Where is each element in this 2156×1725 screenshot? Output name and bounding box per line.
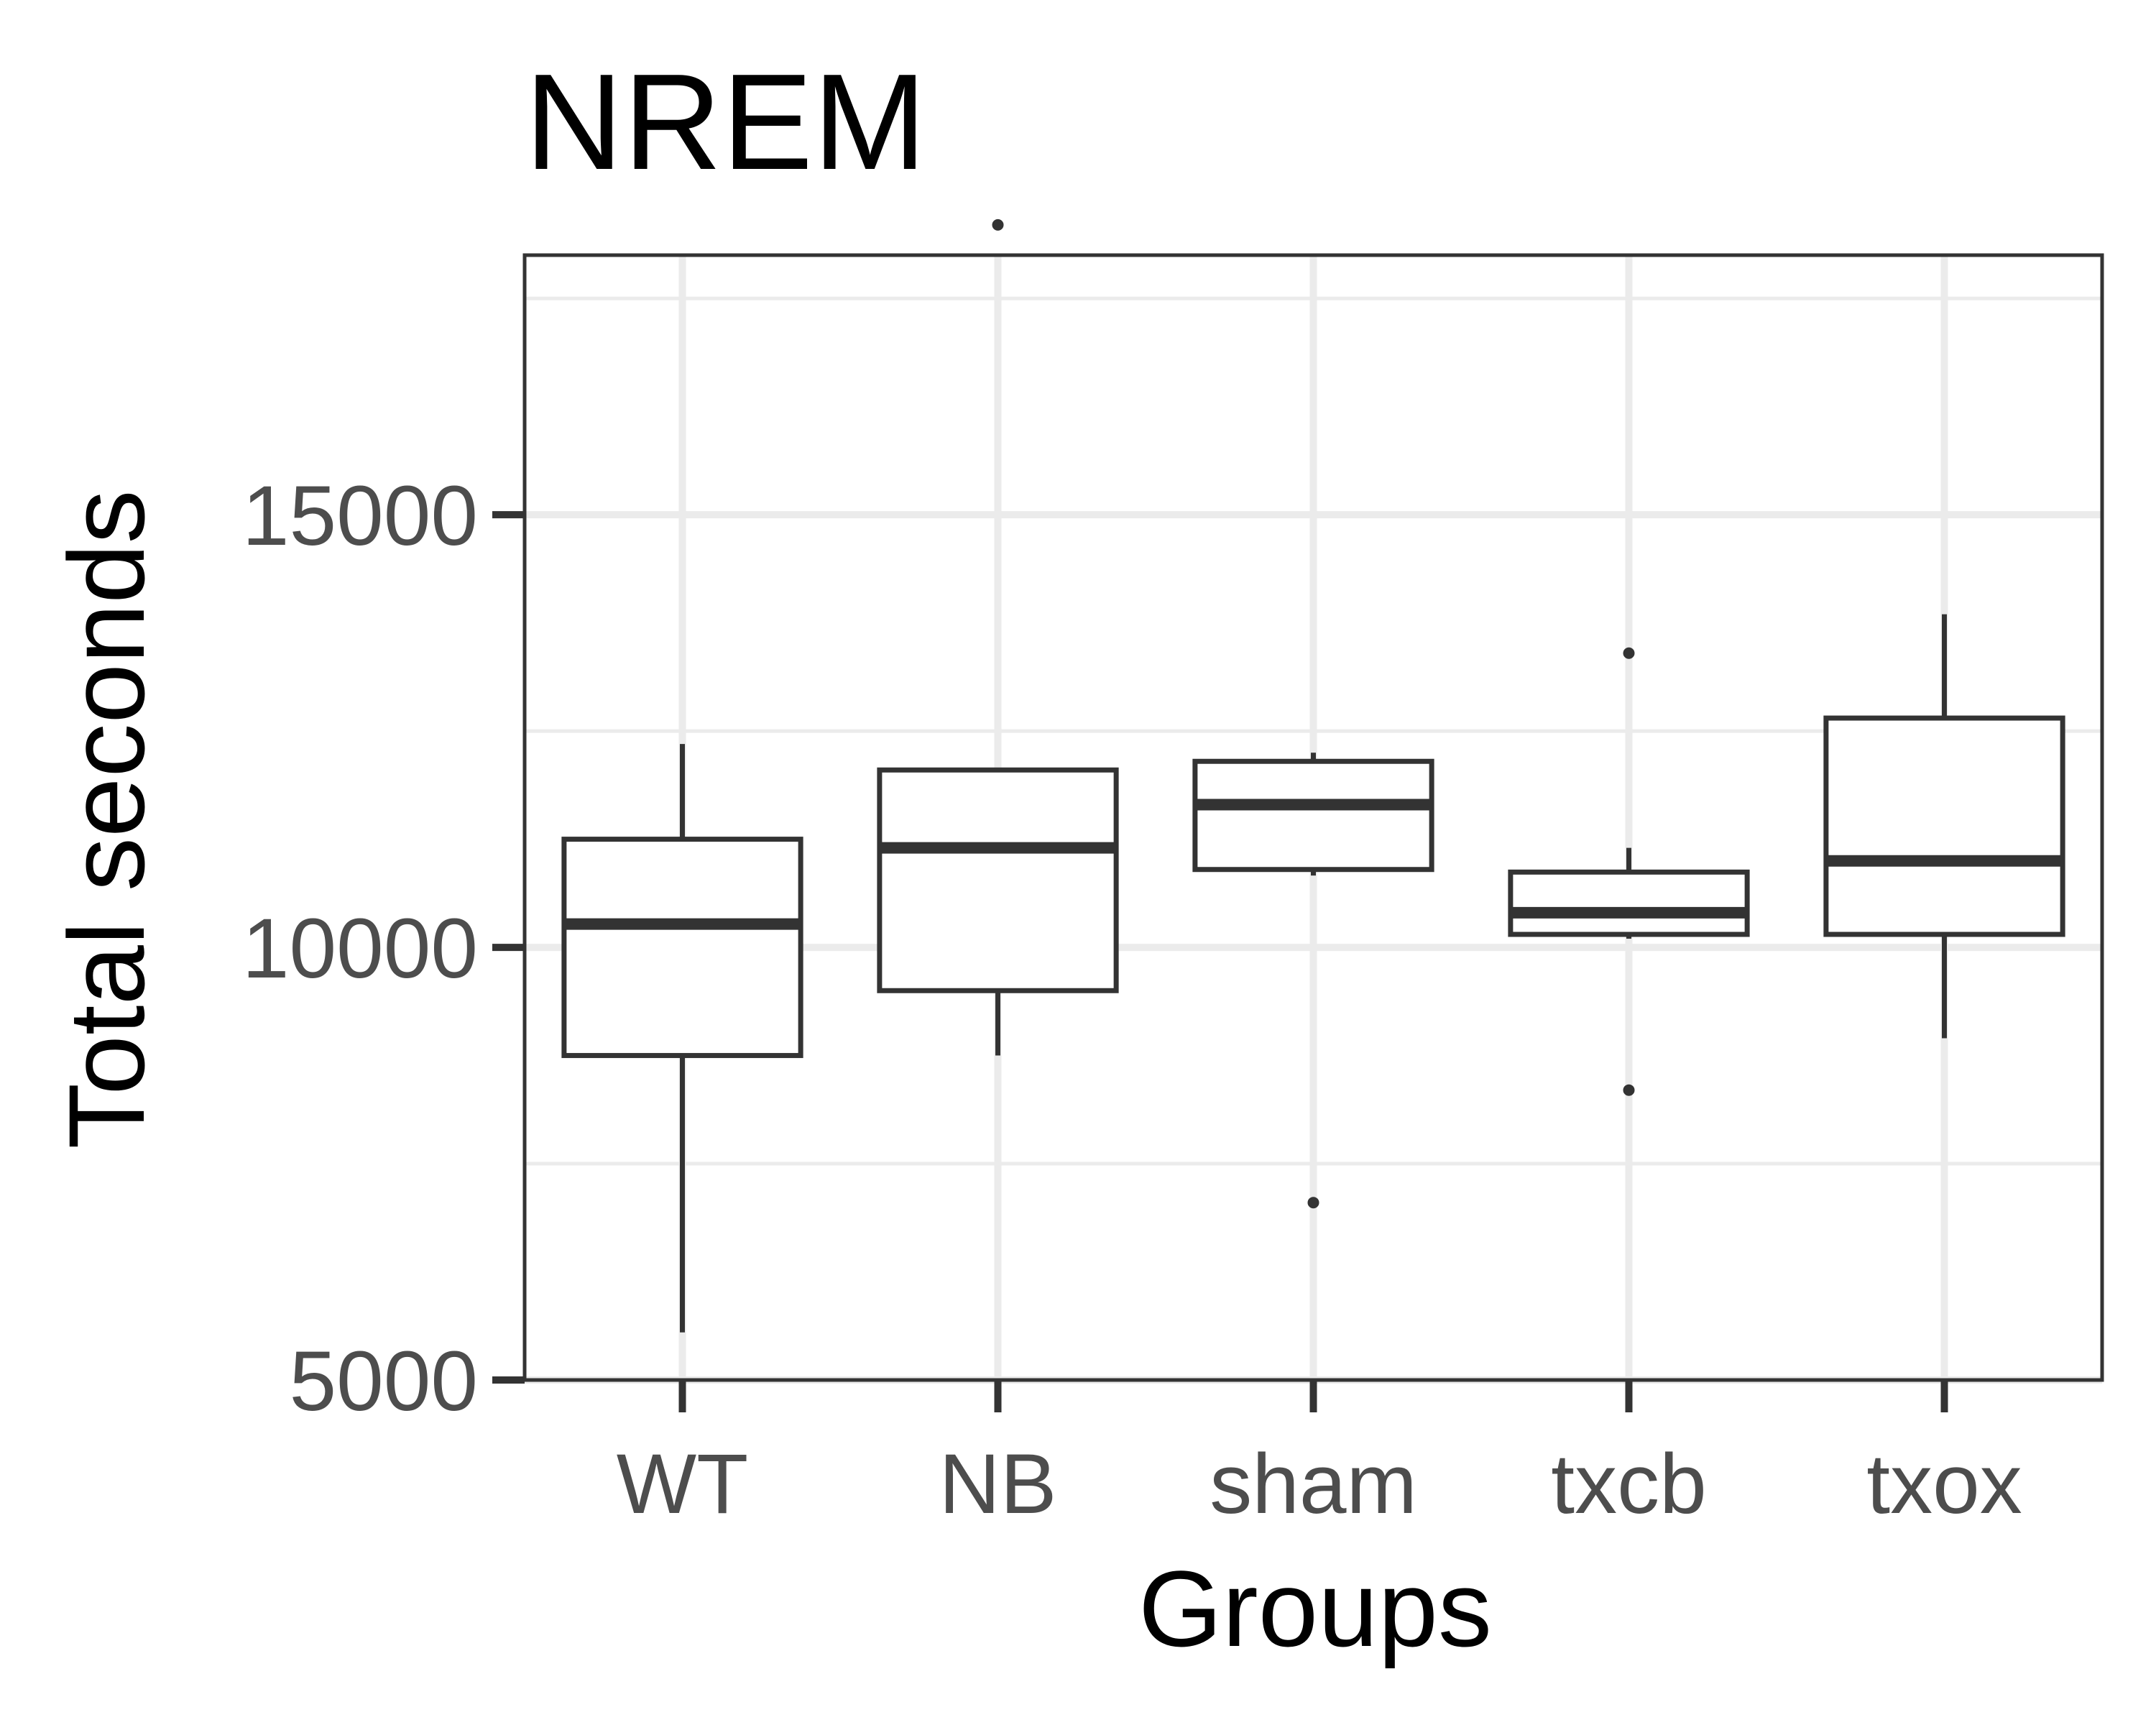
chart-title: NREM (525, 46, 926, 198)
box-WT (561, 744, 803, 1333)
box-iqr (1508, 869, 1750, 937)
y-tick-label: 15000 (242, 469, 478, 564)
panel-border (522, 253, 2104, 1382)
box-iqr (1192, 758, 1434, 873)
box-NB (877, 218, 1119, 1056)
y-tick-label: 5000 (289, 1334, 478, 1429)
y-axis: 5000 10000 15000 (242, 469, 525, 1429)
outlier-point (1307, 1197, 1319, 1209)
box-iqr (561, 837, 803, 1059)
y-axis-title: Total seconds (46, 489, 167, 1149)
y-tick-label: 10000 (242, 901, 478, 996)
x-tick-label: txox (1866, 1437, 2022, 1532)
outlier-point (992, 218, 1004, 231)
outlier-point (1623, 1084, 1635, 1096)
box-iqr (1823, 715, 2065, 937)
x-tick-label: txcb (1551, 1437, 1706, 1532)
x-tick-label: NB (939, 1437, 1057, 1532)
box-txox (1823, 614, 2065, 1039)
box-sham (1192, 753, 1434, 1209)
box-iqr (877, 767, 1119, 993)
x-tick-label: sham (1210, 1437, 1417, 1532)
x-axis-title: Groups (1138, 1548, 1492, 1669)
outlier-point (1623, 647, 1635, 659)
box-series (561, 218, 2065, 1333)
box-txcb (1508, 647, 1750, 1096)
x-axis: WT NB sham txcb txox (617, 1380, 2022, 1532)
x-tick-label: WT (617, 1437, 748, 1532)
